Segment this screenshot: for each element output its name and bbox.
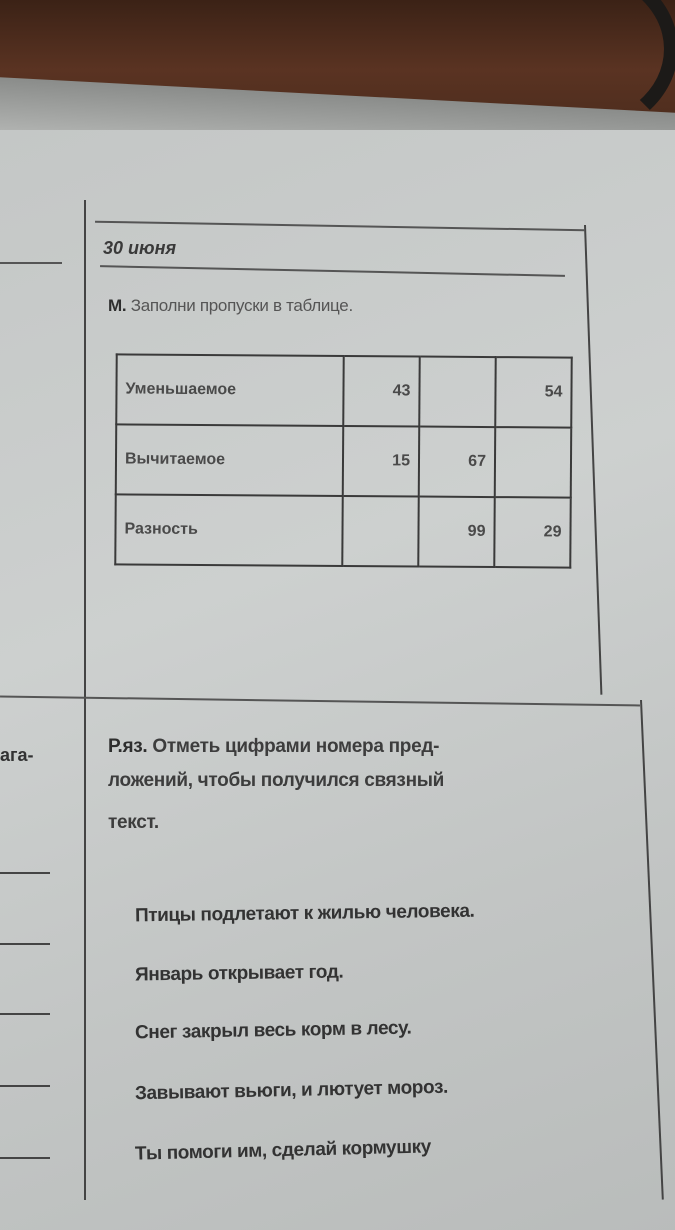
cable xyxy=(470,0,675,138)
row-label: Разность xyxy=(115,494,343,566)
left-divider xyxy=(0,262,62,264)
table-row: Вычитаемое 15 67 xyxy=(115,424,572,498)
answer-line xyxy=(0,1157,50,1159)
russian-task-line1: Отметь цифрами номера пред- xyxy=(152,736,440,757)
answer-line xyxy=(0,943,50,945)
subtraction-table: Уменьшаемое 43 54 Вычитаемое 15 67 Разно… xyxy=(114,353,572,568)
answer-line xyxy=(0,1013,50,1015)
table-cell: 43 xyxy=(343,355,420,427)
table-cell: 99 xyxy=(418,496,495,568)
math-task-instruction: М. Заполни пропуски в таблице. xyxy=(108,296,353,316)
russian-task-prefix: Р.яз. xyxy=(108,736,148,757)
table-cell-blank xyxy=(342,495,419,567)
workbook-page xyxy=(0,130,675,1230)
date-heading: 30 июня xyxy=(103,238,177,258)
table-cell: 15 xyxy=(342,425,420,497)
table-cell: 67 xyxy=(418,426,496,498)
row-label: Уменьшаемое xyxy=(116,354,344,426)
table-cell-blank xyxy=(419,356,496,428)
row-label: Вычитаемое xyxy=(115,424,344,496)
table-cell-blank xyxy=(494,427,572,498)
table-row: Уменьшаемое 43 54 xyxy=(116,354,572,428)
answer-line xyxy=(0,1085,50,1087)
russian-task-line2: ложений, чтобы получился связный xyxy=(108,770,445,791)
left-column-fragment: ага- xyxy=(0,745,34,765)
table-cell: 54 xyxy=(495,357,572,428)
russian-task-line3: текст. xyxy=(108,812,159,833)
sentence: Январь открывает год. xyxy=(134,961,344,986)
table-cell: 29 xyxy=(494,497,571,568)
answer-line xyxy=(0,872,50,874)
math-task-prefix: М. xyxy=(108,296,127,315)
table-row: Разность 99 29 xyxy=(115,494,571,568)
math-task-text: Заполни пропуски в таблице. xyxy=(130,296,353,315)
column-divider xyxy=(84,200,86,1200)
russian-task-instruction: Р.яз. Отметь цифрами номера пред- xyxy=(108,736,439,758)
